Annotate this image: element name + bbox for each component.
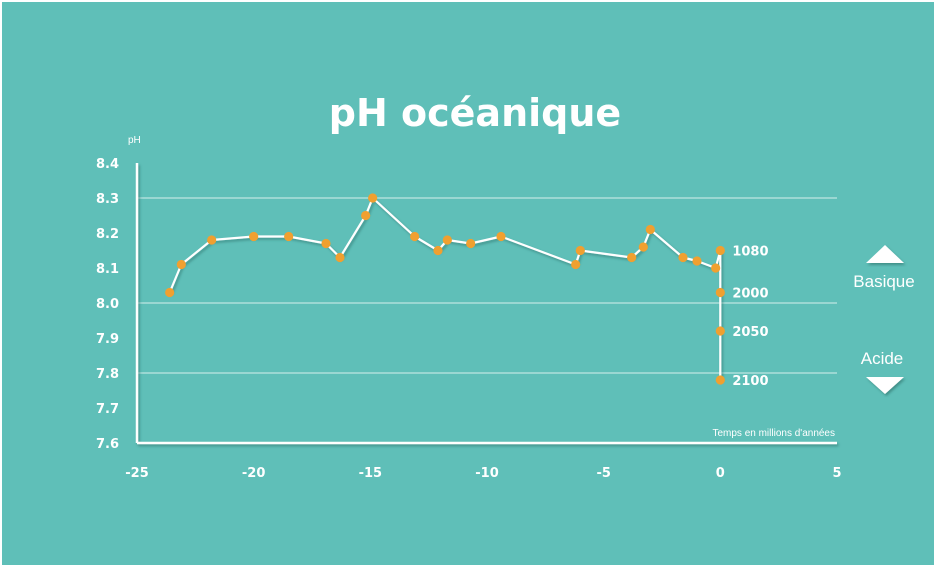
x-tick-label: -25	[125, 466, 149, 481]
acide-label: Acide	[861, 349, 904, 368]
year-annotations: 1080 2000 2050 2100	[732, 245, 768, 390]
y-tick-label: 7.7	[96, 402, 119, 417]
data-point	[645, 224, 655, 235]
data-points	[165, 193, 725, 385]
data-point	[176, 259, 186, 270]
data-point	[207, 235, 217, 245]
data-point	[715, 287, 725, 298]
series-line	[168, 196, 722, 380]
data-point	[249, 231, 259, 242]
gridlines	[137, 197, 837, 374]
x-tick-label: -5	[596, 466, 610, 481]
data-point	[466, 238, 476, 249]
data-point	[715, 245, 725, 256]
x-tick-label: -20	[242, 466, 266, 481]
y-tick-label: 8.0	[96, 297, 119, 312]
data-point	[410, 231, 420, 242]
data-point	[335, 252, 345, 263]
data-point	[165, 287, 175, 298]
x-tick-label: -15	[359, 466, 383, 481]
triangle-up-icon	[866, 245, 904, 263]
series-ph	[168, 196, 722, 380]
data-point	[571, 259, 581, 270]
data-point	[715, 375, 725, 385]
annotation-2100: 2100	[732, 374, 768, 389]
y-tick-label: 7.8	[96, 367, 119, 382]
annotation-2050: 2050	[732, 325, 768, 340]
data-point	[627, 252, 637, 263]
y-tick-label: 8.2	[96, 227, 119, 242]
data-point	[711, 263, 721, 273]
x-tick-label: 0	[716, 466, 725, 481]
triangle-down-icon	[866, 377, 904, 394]
basique-label: Basique	[853, 272, 914, 291]
y-tick-label: 8.3	[96, 192, 119, 207]
data-point	[433, 245, 443, 256]
annotation-1080: 1080	[732, 245, 768, 260]
data-point	[575, 245, 585, 256]
annotation-2000: 2000	[732, 287, 768, 302]
y-tick-label: 8.4	[96, 157, 119, 172]
y-axis-label: pH	[128, 135, 141, 146]
data-point	[284, 231, 294, 242]
data-point	[361, 210, 371, 221]
y-tick-label: 8.1	[96, 262, 119, 277]
chart-title: pH océanique	[329, 91, 621, 135]
data-point	[678, 252, 688, 263]
data-point	[692, 256, 702, 266]
x-axis-label: Temps en millions d'années	[712, 428, 835, 439]
x-tick-label: 5	[832, 466, 841, 481]
data-point	[715, 326, 725, 336]
data-point	[496, 231, 506, 242]
y-tick-labels: 8.4 8.3 8.2 8.1 8.0 7.9 7.8 7.7 7.6	[96, 157, 119, 452]
x-tick-label: -10	[475, 466, 499, 481]
data-point	[368, 193, 378, 203]
data-point	[638, 242, 648, 252]
y-tick-label: 7.9	[96, 332, 119, 347]
data-point	[321, 238, 331, 249]
data-point	[442, 235, 452, 245]
x-tick-labels: -25 -20 -15 -10 -5 0 5	[125, 466, 841, 481]
y-tick-label: 7.6	[96, 437, 119, 452]
